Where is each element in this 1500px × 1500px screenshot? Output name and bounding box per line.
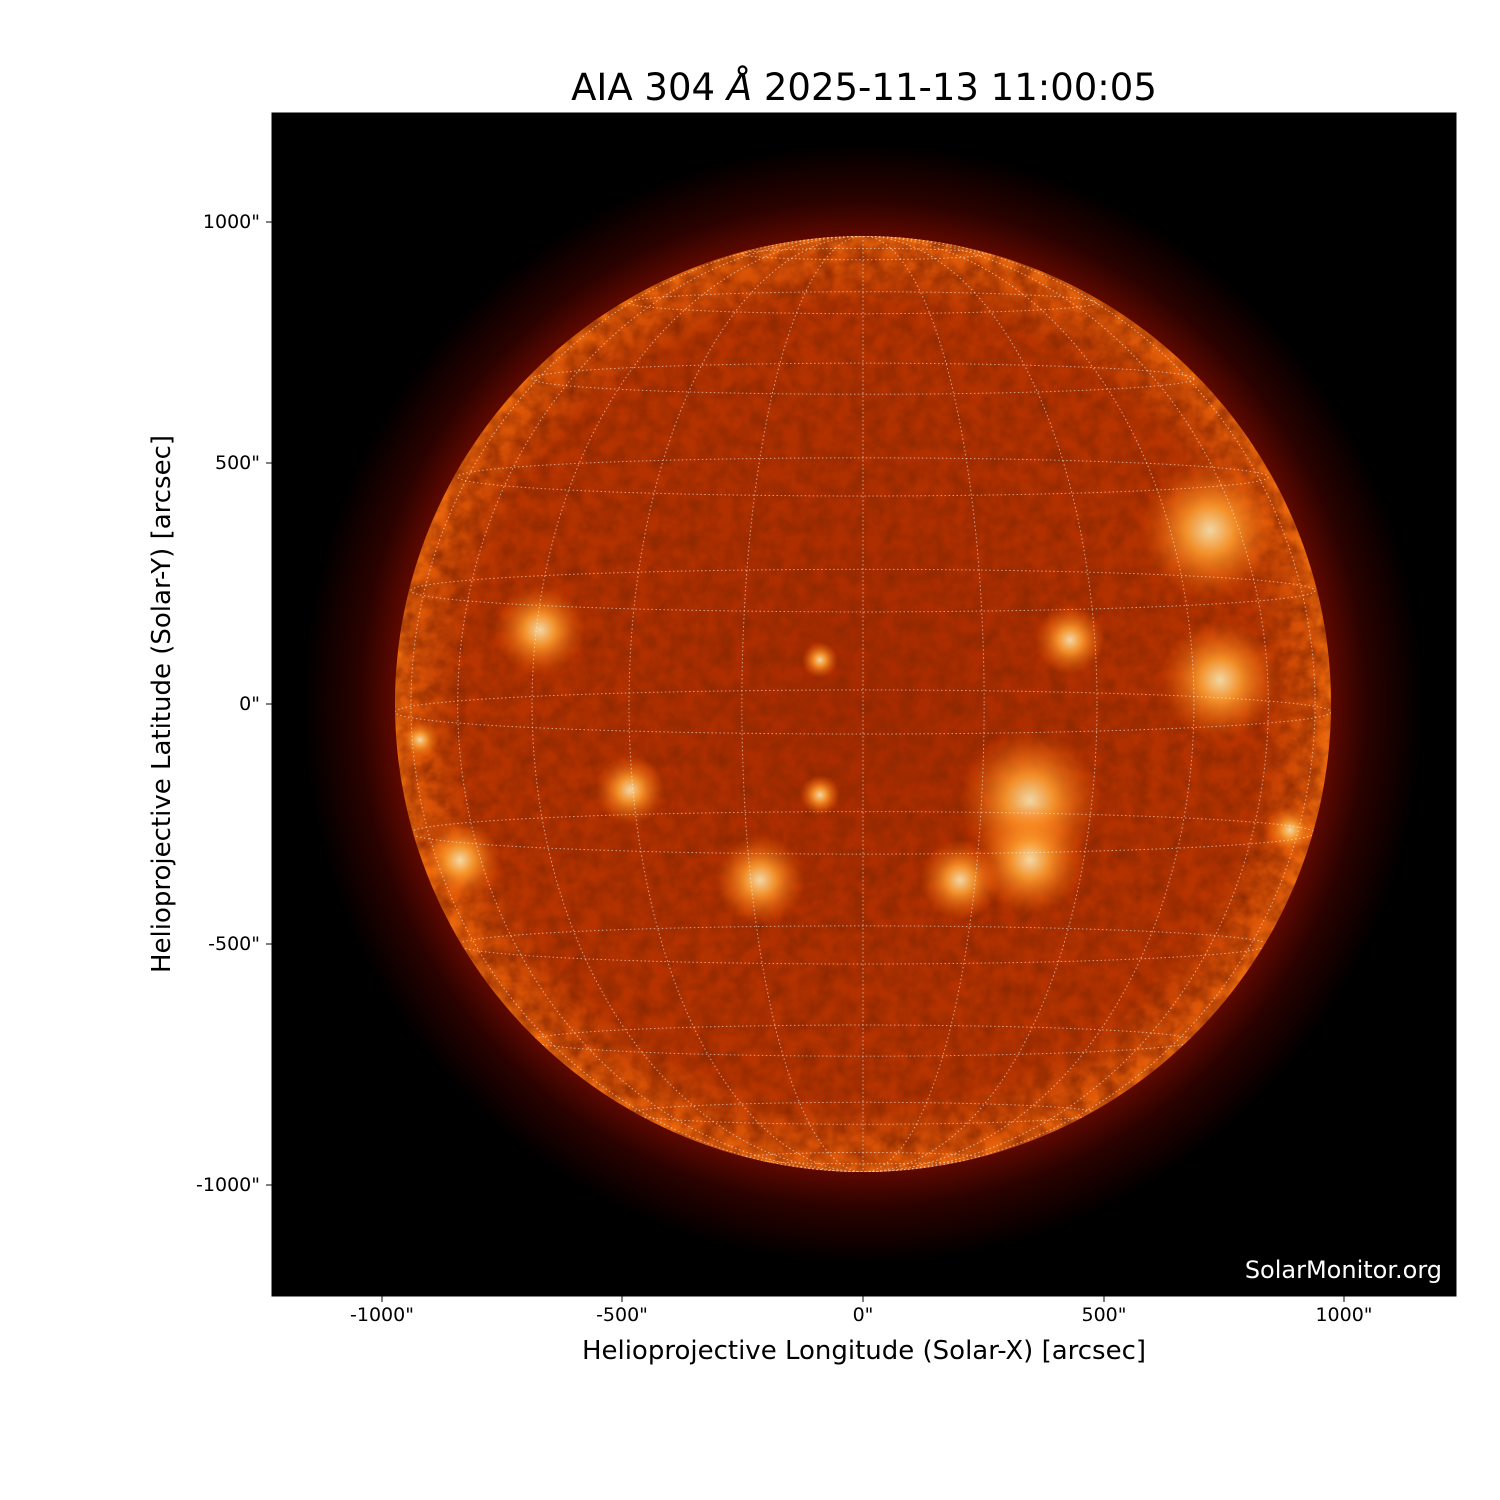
latitude-line xyxy=(531,362,1195,395)
active-region xyxy=(800,775,840,815)
active-region xyxy=(1265,805,1315,855)
x-tick-label: 0" xyxy=(852,1304,874,1326)
x-tick-label: 1000" xyxy=(1315,1304,1373,1326)
active-region xyxy=(495,585,585,675)
latitude-line xyxy=(457,457,1269,497)
x-axis-label: Helioprojective Longitude (Solar-X) [arc… xyxy=(581,1336,1147,1366)
latitude-line xyxy=(410,568,1316,613)
x-tick-label: -500" xyxy=(596,1304,648,1326)
y-axis-label: Helioprojective Latitude (Solar-Y) [arcs… xyxy=(147,434,177,974)
active-region xyxy=(400,720,440,760)
active-region xyxy=(1035,605,1105,675)
active-region xyxy=(1140,460,1280,600)
y-tick-label: 1000" xyxy=(202,211,260,233)
plot-title: AIA 304 Å 2025-11-13 11:00:05 xyxy=(571,66,1157,109)
active-region xyxy=(1160,620,1280,740)
y-tick-label: 500" xyxy=(214,452,260,474)
longitude-line xyxy=(741,236,985,1172)
watermark: SolarMonitor.org xyxy=(1244,1256,1442,1284)
longitude-line xyxy=(628,236,1098,1172)
active-region xyxy=(595,755,665,825)
longitude-line xyxy=(410,236,1316,1172)
active-region xyxy=(975,805,1085,915)
active-region xyxy=(920,840,1000,920)
chromosphere-texture xyxy=(395,236,1331,1172)
longitude-line xyxy=(531,236,1195,1172)
y-tick-label: 0" xyxy=(239,693,260,715)
active-region xyxy=(715,835,805,925)
active-region xyxy=(802,642,838,678)
y-tick-label: -1000" xyxy=(196,1174,260,1196)
latitude-line xyxy=(628,291,1098,315)
x-tick-label: -1000" xyxy=(350,1304,414,1326)
y-tick-label: -500" xyxy=(208,933,260,955)
longitude-line xyxy=(457,236,1269,1172)
x-tick-label: 500" xyxy=(1081,1304,1127,1326)
